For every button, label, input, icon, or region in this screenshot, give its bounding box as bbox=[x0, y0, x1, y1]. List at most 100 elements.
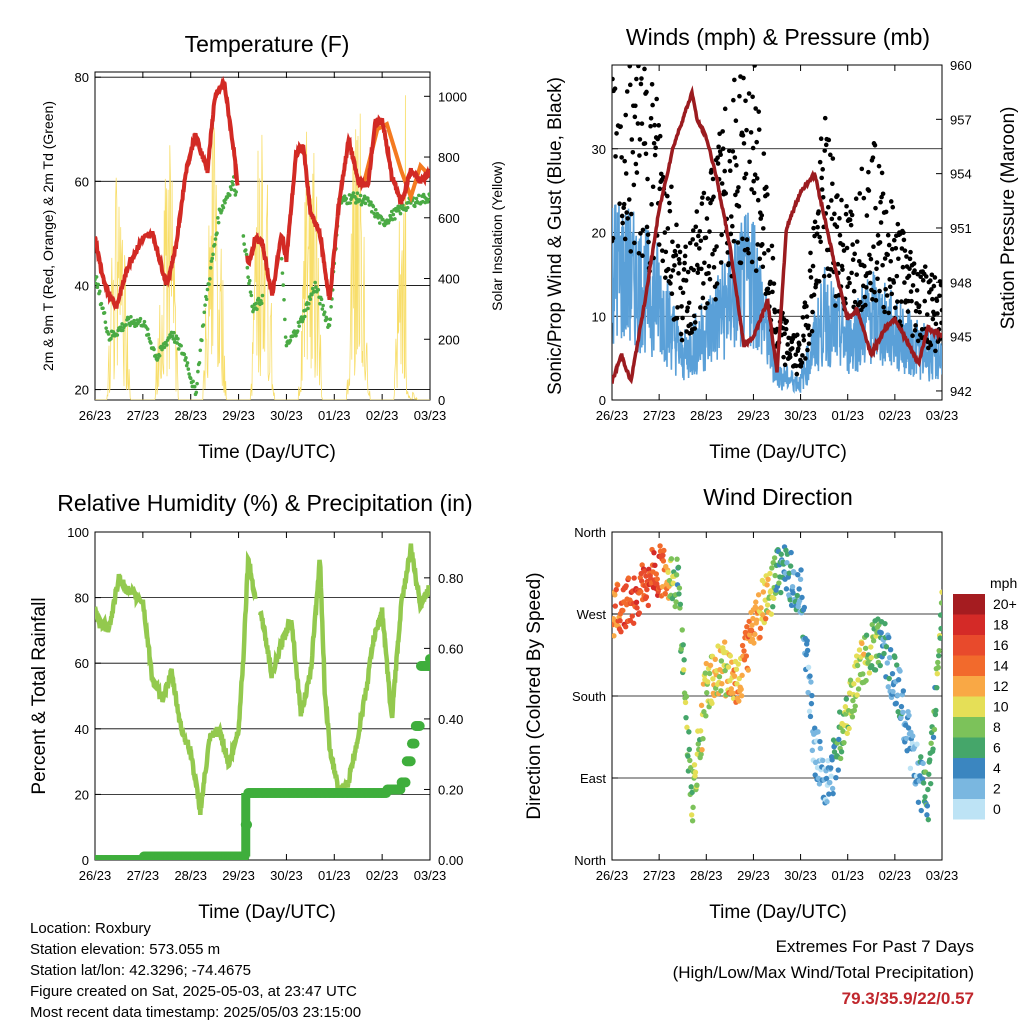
direction-point bbox=[751, 640, 757, 646]
dewpoint-point bbox=[208, 277, 212, 281]
temperature-ytick-label: 20 bbox=[75, 383, 89, 398]
gust-point bbox=[643, 151, 649, 157]
dewpoint-point bbox=[329, 304, 333, 309]
gust-point bbox=[731, 97, 736, 103]
gust-point bbox=[628, 249, 634, 254]
dewpoint-point bbox=[128, 323, 132, 328]
dewpoint-point bbox=[109, 336, 113, 341]
gust-point bbox=[766, 247, 771, 253]
gust-point bbox=[782, 362, 788, 368]
gust-point bbox=[668, 274, 674, 279]
relative-humidity-line bbox=[95, 543, 430, 816]
temperature-ytick-right-label: 400 bbox=[438, 272, 460, 287]
dewpoint-point bbox=[198, 348, 203, 353]
gust-point bbox=[848, 222, 854, 228]
gust-point bbox=[883, 286, 888, 292]
direction-point bbox=[795, 572, 801, 578]
gust-point bbox=[752, 172, 758, 178]
gust-point bbox=[612, 76, 615, 82]
direction-point bbox=[925, 816, 932, 823]
gust-point bbox=[870, 155, 876, 160]
gust-point bbox=[633, 103, 638, 109]
direction-xlabel: Time (Day/UTC) bbox=[709, 902, 847, 923]
dewpoint-point bbox=[97, 289, 102, 294]
direction-point bbox=[668, 556, 675, 562]
direction-point bbox=[738, 693, 745, 699]
dewpoint-point bbox=[428, 193, 430, 198]
gust-point bbox=[812, 219, 818, 225]
gust-point bbox=[817, 159, 823, 165]
gust-point bbox=[702, 260, 707, 266]
direction-point bbox=[930, 734, 937, 740]
direction-point bbox=[846, 725, 852, 732]
gust-point bbox=[732, 155, 738, 160]
legend-label: 18 bbox=[993, 617, 1009, 633]
gust-point bbox=[762, 251, 767, 256]
gust-point bbox=[832, 211, 837, 217]
gust-point bbox=[785, 342, 790, 347]
legend-swatch bbox=[953, 717, 985, 738]
gust-point bbox=[628, 211, 634, 217]
gust-point bbox=[672, 248, 678, 254]
gust-point bbox=[657, 133, 663, 139]
gust-point bbox=[697, 228, 703, 234]
direction-point bbox=[933, 707, 939, 714]
direction-point bbox=[760, 612, 766, 618]
dewpoint-point bbox=[316, 287, 321, 292]
direction-point bbox=[749, 622, 755, 628]
direction-point bbox=[890, 688, 896, 695]
direction-point bbox=[767, 570, 773, 577]
direction-ytick-label: North bbox=[574, 853, 606, 868]
dewpoint-point bbox=[241, 234, 246, 238]
direction-point bbox=[826, 791, 832, 797]
gust-point bbox=[727, 168, 733, 173]
dewpoint-point bbox=[204, 297, 209, 302]
direction-point bbox=[625, 575, 632, 581]
direction-point bbox=[938, 625, 942, 632]
direction-point bbox=[924, 803, 931, 809]
direction-point bbox=[706, 670, 713, 677]
direction-point bbox=[683, 714, 689, 721]
dewpoint-point bbox=[185, 361, 190, 365]
gust-point bbox=[938, 282, 942, 288]
gust-point bbox=[742, 175, 747, 181]
gust-point bbox=[696, 233, 701, 239]
direction-point bbox=[643, 594, 650, 600]
dewpoint-point bbox=[426, 197, 430, 202]
humidity-xtick-label: 30/23 bbox=[270, 868, 303, 883]
gust-point bbox=[625, 216, 631, 221]
dewpoint-point bbox=[320, 307, 325, 311]
gust-point bbox=[837, 232, 843, 238]
dewpoint-point bbox=[328, 317, 333, 322]
humidity-ytick-right-label: 0.40 bbox=[438, 712, 463, 727]
gust-point bbox=[886, 310, 891, 316]
direction-point bbox=[817, 738, 823, 745]
winds-xtick-label: 26/23 bbox=[596, 408, 629, 423]
direction-point bbox=[808, 700, 815, 707]
dewpoint-point bbox=[325, 317, 329, 321]
humidity-xtick-label: 28/23 bbox=[174, 868, 207, 883]
gust-point bbox=[720, 129, 725, 134]
direction-point bbox=[789, 583, 796, 590]
gust-point bbox=[861, 195, 867, 201]
direction-point bbox=[910, 733, 916, 739]
direction-point bbox=[677, 601, 684, 607]
dewpoint-point bbox=[250, 304, 254, 309]
direction-point bbox=[730, 690, 736, 696]
gust-point bbox=[843, 211, 849, 217]
dewpoint-point bbox=[417, 193, 421, 198]
temperature-xtick-label: 30/23 bbox=[270, 408, 303, 423]
gust-point bbox=[880, 262, 885, 268]
dewpoint-point bbox=[202, 310, 207, 315]
direction-point bbox=[807, 673, 813, 679]
dewpoint-point bbox=[249, 293, 254, 298]
gust-point bbox=[707, 276, 713, 282]
gust-point bbox=[766, 290, 772, 296]
dewpoint-point bbox=[321, 303, 325, 308]
direction-point bbox=[895, 677, 902, 683]
direction-point bbox=[868, 654, 874, 661]
solar-insolation-line bbox=[95, 95, 430, 400]
gust-point bbox=[822, 115, 828, 121]
direction-point bbox=[852, 703, 858, 709]
